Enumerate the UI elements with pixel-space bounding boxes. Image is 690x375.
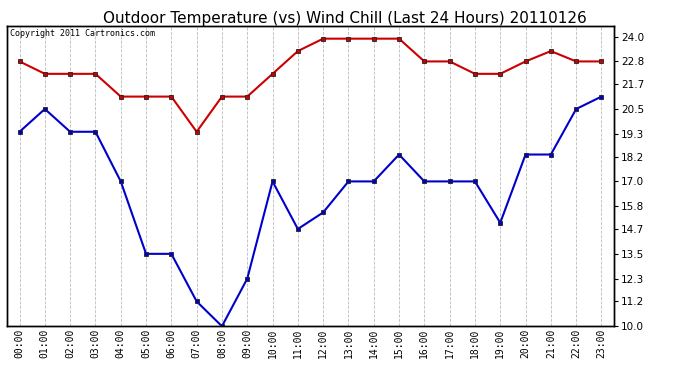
Text: Outdoor Temperature (vs) Wind Chill (Last 24 Hours) 20110126: Outdoor Temperature (vs) Wind Chill (Las… — [103, 11, 587, 26]
Text: Copyright 2011 Cartronics.com: Copyright 2011 Cartronics.com — [10, 29, 155, 38]
